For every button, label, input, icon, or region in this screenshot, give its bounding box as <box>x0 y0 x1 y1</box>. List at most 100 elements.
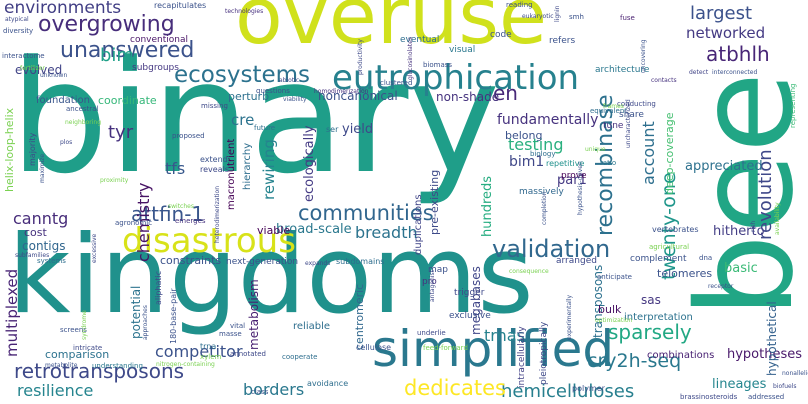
word-emerges: emerges <box>175 217 206 225</box>
word-complement: complement <box>630 254 687 264</box>
word-future: future <box>254 124 276 132</box>
word-centromeric: centromeric <box>353 283 366 350</box>
word-nonallelic: nonallelic <box>782 370 808 377</box>
word-unique: unique <box>585 146 606 153</box>
word-yield: yield <box>342 122 374 137</box>
word-approaches: approaches <box>142 305 149 340</box>
word-unanswered: unanswered <box>60 38 195 63</box>
word-180-base-pair: 180-base-pair <box>169 288 178 344</box>
word-visual: visual <box>449 45 476 55</box>
word-helix-loop-helix: helix-loop-helix <box>3 107 16 192</box>
word-eventual: eventual <box>400 35 440 45</box>
word-contigs: contigs <box>22 239 66 253</box>
word-homodimerization: homodimerization <box>314 88 369 95</box>
word-code: code <box>490 30 512 40</box>
word-addressed: addressed <box>748 393 785 401</box>
word-heterodimerization: heterodimerization <box>214 185 221 243</box>
word-metabolite: metabolite <box>45 362 78 369</box>
word-refers: refers <box>549 36 576 46</box>
word-interconnected: interconnected <box>712 69 758 76</box>
word-exclusive: exclusive <box>449 311 491 321</box>
word-class: class <box>251 388 269 396</box>
word-neighboring: neighboring <box>65 119 101 126</box>
word-uncovering: uncovering <box>640 39 647 73</box>
word-frames: frames <box>603 103 624 110</box>
word-aliphatic: aliphatic <box>154 270 163 305</box>
word-screens: screens <box>60 326 87 334</box>
word-architecture: architecture <box>595 65 650 75</box>
word-simplified: simplified <box>372 320 615 378</box>
word-dna: dna <box>699 254 713 262</box>
word-technologies: technologies <box>225 8 264 15</box>
word-anticipate: anticipate <box>597 273 632 281</box>
word-reliable: reliable <box>293 321 331 332</box>
word-agronomic: agronomic <box>115 219 153 227</box>
word-hierarchy: hierarchy <box>242 142 253 190</box>
word-perturb: perturb <box>228 90 270 103</box>
word-viability: viability <box>283 96 307 103</box>
word-environments: environments <box>4 0 122 18</box>
word-glucosinolates: glucosinolates <box>407 36 414 80</box>
word-cellulose: cellulose <box>356 343 392 352</box>
word-hemicelluloses: hemicelluloses <box>501 381 635 402</box>
word-ecologically: ecologically <box>302 125 317 202</box>
word-atbhlh: atbhlh <box>706 42 770 66</box>
word-sparsely: sparsely <box>608 320 692 344</box>
word-excessive: excessive <box>91 233 98 263</box>
word-biofuels: biofuels <box>773 383 797 390</box>
word-hitherto: hitherto <box>713 224 765 239</box>
word-viable: viable <box>257 224 291 237</box>
word-trigger: trigger <box>454 288 485 298</box>
word-en: en <box>493 81 518 105</box>
word-competitor: competitor <box>155 342 243 361</box>
word-largest: largest <box>690 3 753 24</box>
word-next-generation: next-generation <box>226 257 299 267</box>
word-abiotic: abiotic <box>279 77 300 84</box>
word-attfin-1: attfin-1 <box>131 202 205 226</box>
word-consequence: consequence <box>509 268 549 275</box>
word-multiplexed: multiplexed <box>3 268 21 357</box>
word-hypotheses: hypotheses <box>727 347 803 362</box>
word-telomeres: telomeres <box>657 267 713 280</box>
word-proximity: proximity <box>100 177 129 184</box>
word-equivalent: equivalent <box>590 107 627 115</box>
word-tune: tune <box>603 121 624 131</box>
word-retrotransposons: retrotransposons <box>14 359 185 383</box>
word-unknown: unknown <box>40 72 68 79</box>
word-brassinosteroids: brassinosteroids <box>680 393 738 401</box>
word-intracellularly: intracellularly <box>517 326 527 388</box>
word-conventional: conventional <box>130 35 188 45</box>
word-representing: representing <box>789 83 797 128</box>
word-underlie: underlie <box>417 329 446 337</box>
word-eutrophication: eutrophication <box>332 58 580 98</box>
word-nitrogen-containing: nitrogen-containing <box>156 361 215 368</box>
word-comparison: comparison <box>45 348 110 361</box>
word-validation: validation <box>492 235 611 263</box>
word-prove: prove <box>561 171 587 181</box>
word-reading: reading <box>506 1 533 9</box>
word-clustered: clustered <box>380 79 413 87</box>
word-eukaryotic: eukaryotic <box>522 13 554 20</box>
word-pleiotropically: pleiotropically <box>539 321 549 385</box>
word-experimentally: experimentally <box>566 294 573 340</box>
word-intricate: intricate <box>73 344 103 352</box>
word-hundreds: hundreds <box>480 175 495 237</box>
word-subgroups: subgroups <box>132 63 179 73</box>
word-polymer: polymer <box>572 384 605 393</box>
word-bim: bim <box>100 45 134 66</box>
word-systems: systems <box>37 257 66 265</box>
word-duplications: duplications <box>413 194 424 255</box>
word-arranged: arranged <box>556 256 597 266</box>
word-optimization: optimization <box>595 317 633 324</box>
word-share: share <box>619 110 644 120</box>
word-switches: switches <box>168 203 194 210</box>
word-availability: availability <box>774 202 781 235</box>
word-antagonist: antagonist <box>429 270 436 302</box>
word-fuse: fuse <box>620 14 635 22</box>
word-foundation: foundation <box>36 95 90 106</box>
word-noncanonical: noncanonical <box>318 89 398 103</box>
word-binary: binary <box>10 27 501 208</box>
word-metabolism: metabolism <box>247 279 261 350</box>
word-biomass: biomass <box>423 61 453 69</box>
word-masse: masse <box>219 330 242 338</box>
